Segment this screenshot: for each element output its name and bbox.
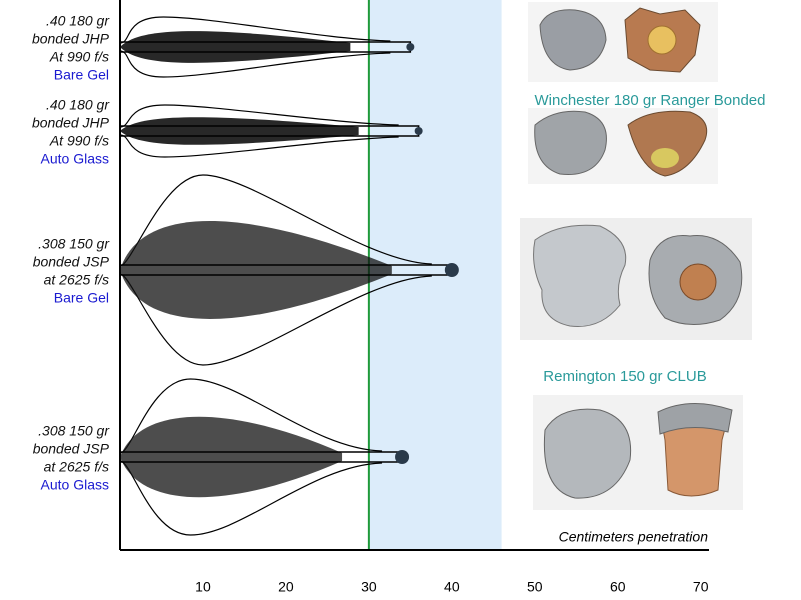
bullet-photo <box>651 148 679 168</box>
bullet-photo <box>647 25 677 55</box>
bullet <box>406 43 415 51</box>
bullet-photo <box>533 224 627 328</box>
row-label: bonded JSP <box>33 254 110 270</box>
medium-label: Bare Gel <box>54 67 109 83</box>
row-label: bonded JHP <box>32 115 110 131</box>
caption: Remington 150 gr CLUB <box>543 368 706 385</box>
cavity-core <box>120 416 343 498</box>
bullet-photo <box>543 408 632 499</box>
cavity-outline <box>119 378 383 454</box>
row-label: .308 150 gr <box>38 423 110 439</box>
cavity-outline <box>119 134 399 158</box>
cavity-outline <box>119 50 391 78</box>
x-axis-label: Centimeters penetration <box>559 529 709 545</box>
row-label: bonded JSP <box>33 441 110 457</box>
cavity-core <box>120 31 351 63</box>
bullet-photo <box>539 9 607 71</box>
medium-label: Bare Gel <box>54 290 109 306</box>
cavity-core <box>120 117 359 145</box>
cavity-outline <box>119 273 432 366</box>
row-label: bonded JHP <box>32 31 110 47</box>
row-label: .308 150 gr <box>38 236 110 252</box>
cavity-outline <box>119 104 399 128</box>
cavity-outline <box>119 16 391 44</box>
bullet <box>395 450 410 464</box>
bullet <box>414 127 423 135</box>
row-label: .40 180 gr <box>46 97 110 113</box>
bullet-photo <box>657 402 733 435</box>
row-label: at 2625 f/s <box>44 272 109 288</box>
medium-label: Auto Glass <box>41 477 109 493</box>
bullet-photo <box>627 110 708 177</box>
row-label: At 990 f/s <box>49 49 109 65</box>
row-label: At 990 f/s <box>49 133 109 149</box>
bullet-photo <box>534 110 607 175</box>
x-tick-label: 10 <box>195 579 211 595</box>
medium-label: Auto Glass <box>41 151 109 167</box>
cavity-outline <box>119 174 432 267</box>
caption: Winchester 180 gr Ranger Bonded <box>535 92 766 109</box>
bullet <box>444 263 459 277</box>
x-tick-label: 20 <box>278 579 294 595</box>
x-tick-label: 60 <box>610 579 626 595</box>
cavity-core <box>120 221 392 319</box>
row-label: at 2625 f/s <box>44 459 109 475</box>
x-tick-label: 70 <box>693 579 709 595</box>
bullet-photo <box>679 263 717 301</box>
cavity-outline <box>119 460 383 536</box>
x-tick-label: 50 <box>527 579 543 595</box>
x-tick-label: 40 <box>444 579 460 595</box>
row-label: .40 180 gr <box>46 13 110 29</box>
x-tick-label: 30 <box>361 579 377 595</box>
bullet-photos <box>520 2 752 510</box>
